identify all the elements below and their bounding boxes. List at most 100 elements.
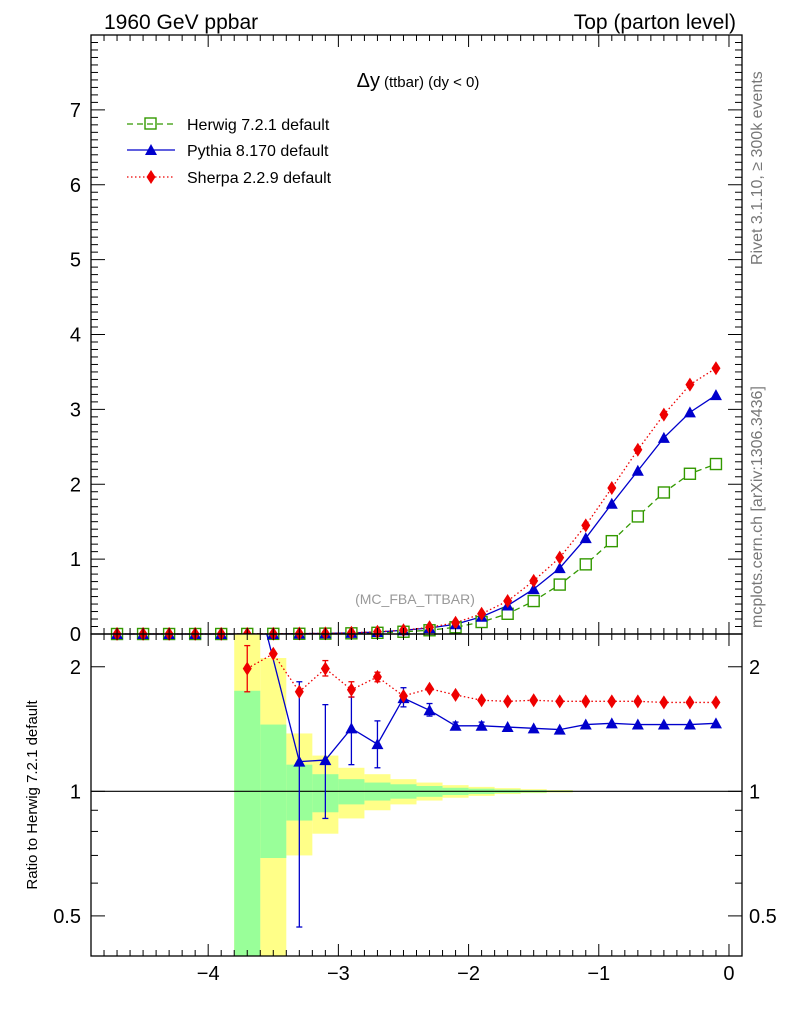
ratio-y-tick-label-right: 1: [749, 781, 760, 803]
main-pythia-point: [605, 497, 618, 509]
main-pythia-point: [631, 464, 644, 476]
ratio-pythia-point: [683, 718, 696, 730]
legend-sherpa-label: Sherpa 2.2.9 default: [187, 170, 332, 187]
ratio-sherpa-point: [294, 684, 304, 699]
ratio-sherpa-point: [685, 695, 695, 710]
main-title-subtext: (ttbar) (dy < 0): [384, 74, 479, 91]
ratio-uncertainty-band-inner: [234, 690, 261, 956]
legend-pythia-marker: [145, 144, 157, 155]
ratio-pythia-point: [449, 719, 462, 731]
ratio-sherpa-point: [372, 669, 382, 684]
x-tick-label: −4: [197, 963, 220, 985]
main-herwig-point: [527, 594, 540, 608]
legend-sherpa-marker: [146, 170, 156, 184]
main-sherpa-point: [633, 442, 643, 457]
ratio-sherpa-point: [581, 694, 591, 709]
ratio-sherpa-point: [477, 693, 487, 708]
header-right-label: Top (parton level): [574, 11, 736, 34]
main-herwig-point: [605, 534, 618, 548]
legend-entry-sherpa: Sherpa 2.2.9 default: [127, 170, 332, 187]
main-sherpa-point: [581, 518, 591, 533]
main-sherpa-point: [451, 615, 461, 630]
ratio-pythia-point: [475, 719, 488, 731]
main-sherpa-point: [503, 594, 513, 609]
ratio-pythia-point: [501, 721, 514, 733]
x-tick-label: −2: [457, 963, 480, 985]
main-sherpa-point: [529, 573, 539, 588]
ratio-sherpa-point: [711, 695, 721, 710]
main-y-tick-label: 7: [70, 100, 81, 122]
ratio-pythia-point: [605, 717, 618, 729]
main-y-tick-label: 1: [70, 549, 81, 571]
main-pythia-point: [683, 406, 696, 418]
ratio-sherpa-point: [529, 693, 539, 708]
ratio-sherpa-point: [320, 661, 330, 676]
main-title-symbol: Δy: [357, 70, 380, 92]
legend-entry-herwig: Herwig 7.2.1 default: [127, 117, 330, 134]
main-sherpa-point: [425, 620, 435, 635]
ratio-panel: 0.5 0.5 1 1 2 2 −4 −3 −2 −1 0 Ratio to Herwig 7.2…: [24, 35, 777, 985]
ratio-sherpa-point: [659, 695, 669, 710]
ratio-pythia-point: [527, 722, 540, 734]
legend-entry-pythia: Pythia 8.170 default: [127, 143, 329, 160]
ratio-sherpa-point: [268, 646, 278, 661]
ratio-pythia-line: [266, 633, 716, 763]
legend-herwig-label: Herwig 7.2.1 default: [187, 117, 330, 134]
ratio-pythia-point: [631, 718, 644, 730]
ratio-pythia-point: [579, 718, 592, 730]
ratio-sherpa-point: [242, 661, 252, 676]
ratio-pythia-point: [709, 717, 722, 729]
ratio-sherpa-point: [451, 687, 461, 702]
main-herwig-point: [579, 558, 592, 571]
x-tick-label: −3: [327, 963, 350, 985]
x-axis: −4 −3 −2 −1 0: [90, 35, 743, 985]
main-sherpa-point: [659, 407, 669, 422]
rivet-version-label: Rivet 3.1.10, ≥ 300k events: [749, 71, 766, 265]
ratio-y-tick-label-right: 0.5: [749, 906, 777, 928]
legend: Herwig 7.2.1 default Pythia 8.170 defaul…: [127, 117, 332, 187]
main-pythia-point: [527, 583, 540, 595]
ratio-sherpa-point: [503, 694, 513, 709]
ratio-pythia-point: [657, 718, 670, 730]
ratio-frame: [90, 633, 743, 957]
main-y-tick-label: 6: [70, 175, 81, 197]
legend-pythia-label: Pythia 8.170 default: [187, 143, 329, 160]
ratio-plot-area: [91, 633, 742, 956]
main-herwig-point: [553, 578, 566, 591]
header-left-label: 1960 GeV ppbar: [104, 11, 258, 34]
main-pythia-point: [553, 562, 566, 574]
main-y-axis: 0 1 2 3 4 5 6 7: [70, 41, 742, 646]
main-y-tick-label: 3: [70, 399, 81, 421]
main-herwig-point: [657, 486, 671, 499]
ratio-y-tick-label: 2: [70, 657, 81, 679]
main-y-tick-label: 5: [70, 250, 81, 272]
main-pythia-point: [579, 532, 592, 544]
main-panel: 0 1 2 3 4 5 6 7 Δy (ttbar) (dy < 0) (MC_FBA_TTBA…: [70, 34, 743, 646]
main-pythia-point: [657, 431, 670, 443]
main-sherpa-point: [607, 480, 617, 495]
ratio-pythia-point: [553, 723, 566, 735]
ratio-sherpa-point: [607, 694, 617, 709]
x-tick-label: −1: [587, 963, 610, 985]
main-sherpa-point: [685, 377, 695, 392]
ratio-sherpa-point: [555, 694, 565, 709]
ratio-y-axis: 0.5 0.5 1 1 2 2: [53, 657, 777, 957]
ratio-y-tick-label: 1: [70, 781, 81, 803]
main-y-tick-label: 2: [70, 474, 81, 496]
ratio-y-label: Ratio to Herwig 7.2.1 default: [24, 700, 41, 890]
ratio-y-tick-label-right: 2: [749, 657, 760, 679]
main-y-tick-label: 0: [70, 624, 81, 646]
ratio-sherpa-point: [398, 688, 408, 703]
main-sherpa-point: [555, 550, 565, 565]
main-sherpa-point: [711, 361, 721, 376]
mcplots-label: mcplots.cern.ch [arXiv:1306.3436]: [749, 386, 766, 628]
ratio-pythia-point: [423, 704, 436, 716]
main-herwig-point: [631, 510, 645, 523]
main-herwig-point: [709, 457, 723, 471]
main-title: Δy (ttbar) (dy < 0): [357, 70, 480, 92]
ratio-pythia-point: [345, 722, 358, 734]
main-sherpa-point: [477, 606, 487, 621]
ratio-pythia-point: [319, 754, 332, 766]
x-tick-label: 0: [723, 963, 734, 985]
